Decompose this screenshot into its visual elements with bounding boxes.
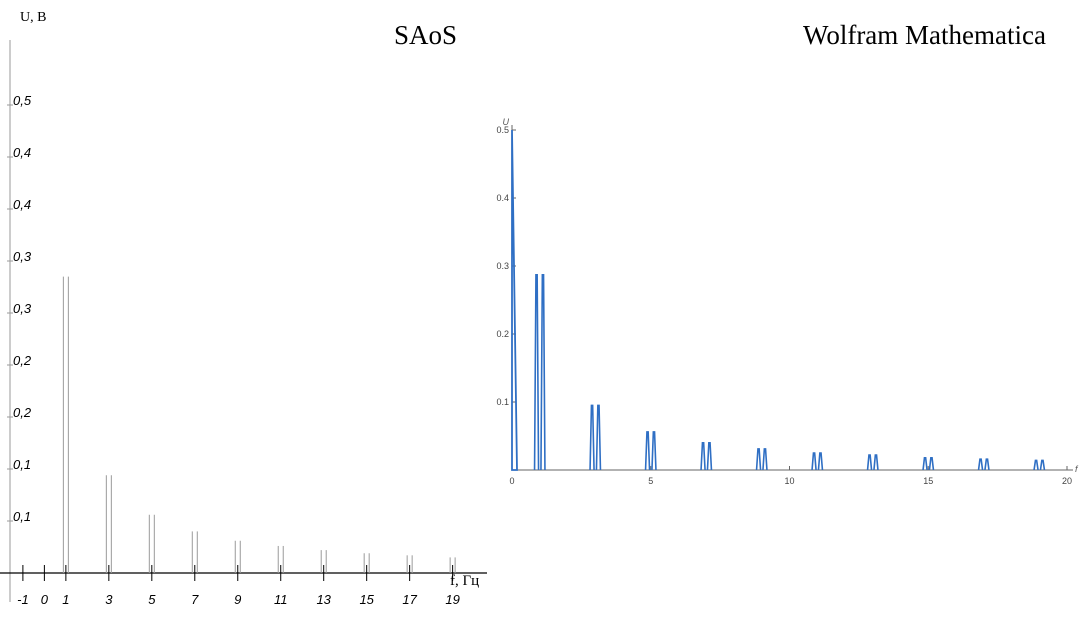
spectral-peak [700, 442, 706, 471]
spectral-peak [866, 454, 873, 471]
x-axis-label: f [1075, 464, 1079, 474]
y-tick-label: 0,3 [13, 249, 32, 264]
x-tick-label: 1 [62, 592, 69, 607]
spectral-peak [1033, 459, 1039, 471]
spectral-peak [984, 458, 990, 471]
y-tick-label: 0.5 [496, 125, 509, 135]
y-tick-label: 0,4 [13, 197, 31, 212]
x-tick-label: 15 [923, 476, 933, 486]
spectral-peak [595, 404, 602, 471]
left-x-axis-label: f, Гц [450, 573, 480, 589]
x-tick-label: 7 [191, 592, 199, 607]
y-tick-label: 0,2 [13, 405, 32, 420]
x-tick-label: 5 [648, 476, 653, 486]
x-tick-label: 19 [445, 592, 459, 607]
spectral-peak [928, 456, 935, 471]
y-tick-label: 0,3 [13, 301, 32, 316]
x-tick-label: 3 [105, 592, 113, 607]
spectral-peak [817, 452, 824, 471]
left-chart-title: SAoS [394, 20, 458, 50]
spectral-peak [755, 448, 762, 471]
spectral-peak [977, 458, 984, 471]
spectral-peak [589, 404, 595, 471]
y-tick-label: 0,4 [13, 145, 31, 160]
y-tick-label: 0.4 [496, 193, 509, 203]
y-tick-label: 0.3 [496, 261, 509, 271]
spectral-peak [922, 456, 928, 471]
y-tick-label: 0.2 [496, 329, 509, 339]
x-tick-label: 17 [402, 592, 417, 607]
x-tick-label: 15 [359, 592, 374, 607]
spectral-peak [762, 448, 768, 471]
x-tick-label: 0 [509, 476, 514, 486]
spectral-peak [873, 454, 879, 471]
y-tick-label: 0,2 [13, 353, 32, 368]
y-tick-label: 0,1 [13, 457, 31, 472]
x-tick-label: 10 [784, 476, 794, 486]
spectral-peak [644, 431, 651, 471]
left-y-axis-label: U, В [20, 10, 47, 25]
x-tick-label: 0 [41, 592, 49, 607]
right-chart-title: Wolfram Mathematica [803, 20, 1046, 50]
x-tick-label: 11 [274, 592, 288, 607]
spectral-peak [811, 452, 817, 471]
y-tick-label: 0,5 [13, 93, 32, 108]
y-tick-label: 0.1 [496, 397, 509, 407]
spectral-peak [533, 274, 540, 471]
spectral-peak [540, 274, 546, 471]
y-tick-label: 0,1 [13, 509, 31, 524]
spectral-peak [706, 442, 713, 471]
x-tick-label: 13 [316, 592, 331, 607]
spectral-peak [511, 129, 518, 471]
y-axis-label: U [503, 117, 510, 127]
x-tick-label: 20 [1062, 476, 1072, 486]
spectral-peak [651, 431, 657, 471]
x-tick-label: 5 [148, 592, 156, 607]
x-tick-label: -1 [17, 592, 29, 607]
spectral-peak [1039, 459, 1046, 471]
x-tick-label: 9 [234, 592, 241, 607]
